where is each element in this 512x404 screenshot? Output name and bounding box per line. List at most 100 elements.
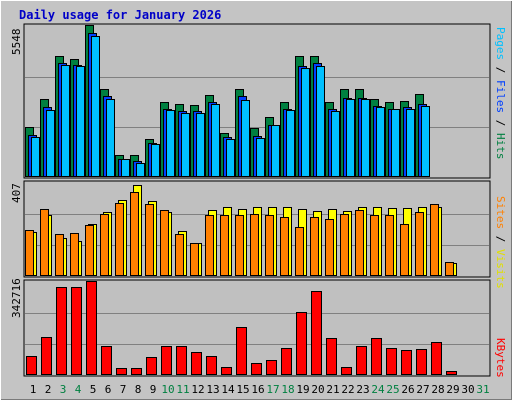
bar-sites-day-12 — [190, 243, 199, 276]
bar-pages-day-3 — [61, 65, 70, 177]
x-label-day-12: 12 — [191, 383, 204, 396]
bar-sites-day-8 — [130, 192, 139, 276]
bar-kbytes-day-1 — [26, 356, 37, 375]
bar-sites-day-23 — [355, 210, 364, 276]
middle-ymax-label: 407 — [10, 183, 23, 203]
bar-pages-day-5 — [91, 36, 100, 177]
middle-bars — [25, 185, 457, 276]
bar-pages-day-18 — [286, 110, 295, 177]
bar-pages-day-8 — [136, 163, 145, 177]
bar-sites-day-25 — [385, 215, 394, 276]
bar-sites-day-21 — [325, 219, 334, 276]
bottom-bars — [26, 281, 457, 375]
chart-title: Daily usage for January 2026 — [19, 8, 221, 22]
x-label-day-17: 17 — [266, 383, 279, 396]
bar-pages-day-13 — [211, 104, 220, 177]
legend-sites: Sites — [494, 196, 507, 229]
x-label-day-1: 1 — [30, 383, 37, 396]
legend-pages: Pages — [494, 27, 507, 60]
x-label-day-6: 6 — [105, 383, 112, 396]
bar-pages-day-26 — [406, 109, 415, 177]
bar-kbytes-day-9 — [146, 357, 157, 375]
bar-pages-day-20 — [316, 66, 325, 177]
bar-pages-day-14 — [226, 139, 235, 177]
bar-kbytes-day-12 — [191, 352, 202, 375]
x-label-day-27: 27 — [416, 383, 429, 396]
bar-pages-day-15 — [241, 100, 250, 177]
bar-sites-day-6 — [100, 214, 109, 276]
bar-sites-day-16 — [250, 214, 259, 276]
bar-pages-day-17 — [271, 125, 280, 177]
bar-kbytes-day-29 — [446, 371, 457, 375]
bar-kbytes-day-27 — [416, 349, 427, 375]
bar-pages-day-16 — [256, 138, 265, 177]
bar-pages-day-2 — [46, 110, 55, 177]
bar-pages-day-1 — [31, 137, 40, 177]
bar-pages-day-22 — [346, 99, 355, 177]
x-label-day-9: 9 — [150, 383, 157, 396]
bar-pages-day-10 — [166, 110, 175, 177]
bar-sites-day-17 — [265, 215, 274, 276]
x-label-day-23: 23 — [356, 383, 369, 396]
bar-sites-day-28 — [430, 204, 439, 276]
bar-sites-day-19 — [295, 227, 304, 276]
x-label-day-2: 2 — [45, 383, 52, 396]
x-label-day-8: 8 — [135, 383, 142, 396]
bar-kbytes-day-21 — [326, 338, 337, 375]
bar-kbytes-day-24 — [371, 338, 382, 375]
x-label-day-15: 15 — [236, 383, 249, 396]
x-label-day-31: 31 — [476, 383, 489, 396]
bar-pages-day-4 — [76, 66, 85, 177]
bottom-right-legend: KBytes — [494, 338, 507, 378]
bar-kbytes-day-5 — [86, 281, 97, 375]
legend-kbytes: KBytes — [494, 338, 507, 378]
x-label-day-22: 22 — [341, 383, 354, 396]
bar-pages-day-11 — [181, 113, 190, 177]
bar-kbytes-day-19 — [296, 312, 307, 375]
bar-sites-day-20 — [310, 217, 319, 276]
x-axis-day-labels: 1 2 3 4 5 6 7 8 9 10 11 12 13 14 15 16 17 18 19 20 21 22 23 24 2… — [30, 383, 490, 396]
bar-kbytes-day-15 — [236, 327, 247, 375]
bar-kbytes-day-4 — [71, 287, 82, 375]
x-label-day-16: 16 — [251, 383, 264, 396]
bar-pages-day-24 — [376, 107, 385, 177]
bar-kbytes-day-18 — [281, 348, 292, 375]
legend-hits: Hits — [494, 133, 507, 160]
x-label-day-28: 28 — [431, 383, 444, 396]
top-ymax-label: 5548 — [10, 29, 23, 56]
x-label-day-20: 20 — [311, 383, 324, 396]
x-label-day-24: 24 — [371, 383, 385, 396]
x-label-day-30: 30 — [461, 383, 474, 396]
bar-pages-day-6 — [106, 99, 115, 177]
bar-sites-day-10 — [160, 210, 169, 276]
x-label-day-5: 5 — [90, 383, 97, 396]
legend-sep-1: / — [494, 60, 507, 80]
bar-sites-day-24 — [370, 215, 379, 276]
x-label-day-18: 18 — [281, 383, 294, 396]
bar-pages-day-9 — [151, 144, 160, 177]
bar-kbytes-day-16 — [251, 363, 262, 375]
legend-files: Files — [494, 80, 507, 113]
x-label-day-7: 7 — [120, 383, 127, 396]
legend-visits: Visits — [494, 249, 507, 289]
bar-pages-day-21 — [331, 111, 340, 177]
bar-kbytes-day-26 — [401, 350, 412, 375]
x-label-day-29: 29 — [446, 383, 459, 396]
bar-sites-day-9 — [145, 204, 154, 276]
bar-kbytes-day-20 — [311, 291, 322, 375]
x-label-day-13: 13 — [206, 383, 219, 396]
bar-kbytes-day-11 — [176, 346, 187, 375]
bar-pages-day-19 — [301, 68, 310, 177]
bar-pages-day-12 — [196, 113, 205, 177]
x-label-day-4: 4 — [75, 383, 82, 396]
bar-kbytes-day-8 — [131, 368, 142, 375]
bar-sites-day-13 — [205, 215, 214, 276]
x-label-day-11: 11 — [176, 383, 189, 396]
bar-sites-day-26 — [400, 224, 409, 276]
bar-kbytes-day-23 — [356, 346, 367, 375]
bar-sites-day-5 — [85, 225, 94, 276]
middle-right-legend: Sites / Visits — [494, 196, 507, 289]
bar-sites-day-22 — [340, 214, 349, 276]
bar-sites-day-3 — [55, 234, 64, 276]
